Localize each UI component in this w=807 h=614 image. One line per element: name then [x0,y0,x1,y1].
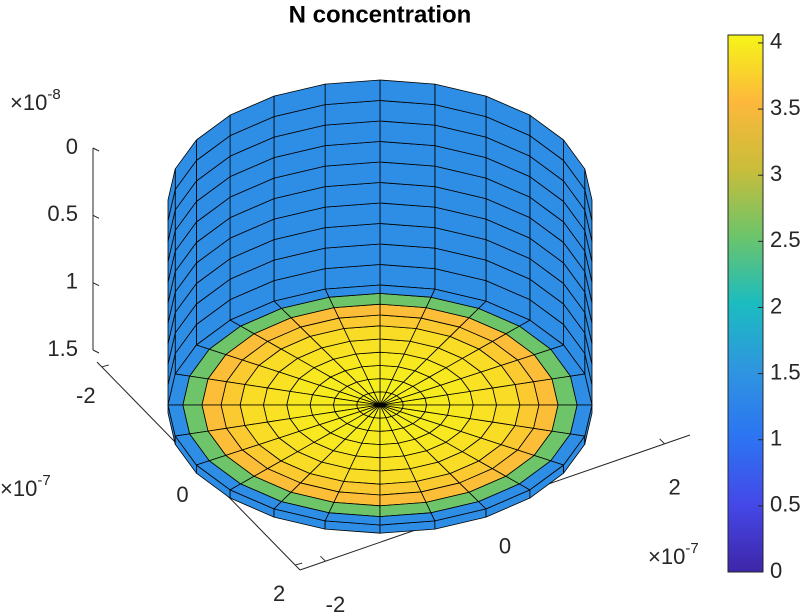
colorbar-tick-label: 3.5 [770,95,801,120]
y-tick [320,555,326,562]
z-tick [92,282,100,287]
x-tick-label: 2 [273,581,285,606]
z-tick [92,349,100,354]
z-exponent-base: ×10 [10,90,47,115]
wall-face [324,79,381,105]
chart-title: N concentration [289,1,472,28]
z-tick-label: 1.5 [47,336,78,361]
x-tick [101,364,109,368]
x-exponent-power: -7 [37,472,50,489]
colorbar-tick-label: 0 [770,558,782,583]
exponents: ×10-8 ×10-7 ×10-7 [0,86,699,569]
colorbar-tick-label: 4 [770,29,782,54]
y-exponent: ×10-7 [648,540,699,569]
z-tick [92,214,100,219]
colorbar-tick-label: 0.5 [770,492,801,517]
disk-face [262,387,291,406]
wall-face [167,168,176,221]
wall-face [379,79,436,105]
z-tick-label: 0.5 [47,201,78,226]
colorbar-tick-label: 1 [770,426,782,451]
x-tick-label: -2 [76,383,96,408]
z-tick-label: 0 [66,134,78,159]
x-exponent-base: ×10 [0,476,37,501]
y-tick-label: 2 [668,475,680,500]
x-exponent: ×10-7 [0,472,51,501]
z-exponent-power: -8 [47,86,60,103]
y-tick-label: -2 [326,592,346,614]
disk-face [469,404,498,423]
y-tick [659,438,665,445]
z-tick [92,147,100,152]
z-tick-label: 1 [66,268,78,293]
z-exponent: ×10-8 [10,86,61,115]
colorbar-tick-label: 2.5 [770,227,801,252]
colorbar-tick-label: 2 [770,293,782,318]
colorbar [727,34,764,573]
disk-face [570,404,593,437]
colorbar-tick-label: 3 [770,161,782,186]
y-tick-label: 0 [499,533,511,558]
y-exponent-power: -7 [685,540,698,557]
y-exponent-base: ×10 [648,544,685,569]
x-tick-label: 0 [176,482,188,507]
colorbar-tick-label: 1.5 [770,359,801,384]
x-tick [295,562,303,566]
